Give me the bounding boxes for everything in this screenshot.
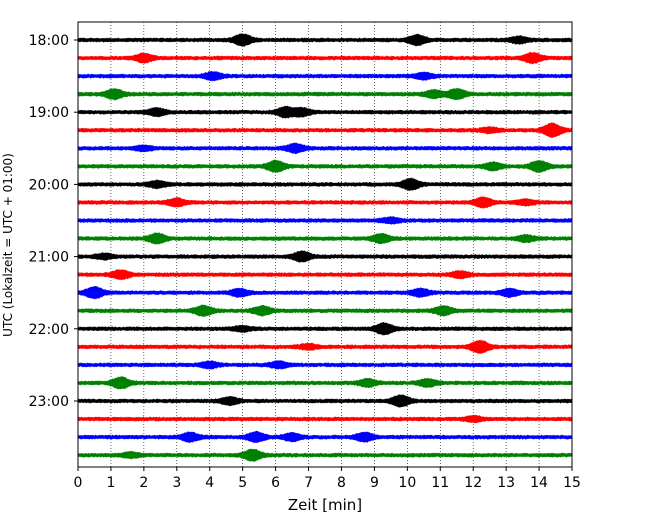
- x-tick-label-15: 15: [563, 475, 581, 491]
- trace-1930: [77, 142, 573, 155]
- trace-1800: [77, 33, 573, 47]
- trace-2045: [77, 232, 573, 245]
- trace-2345: [77, 448, 573, 462]
- x-tick-label-9: 9: [370, 475, 379, 491]
- trace-2000: [77, 177, 573, 192]
- y-tick-label-1800: 18:00: [29, 33, 69, 49]
- trace-2015: [77, 196, 573, 209]
- trace-2100: [77, 250, 573, 263]
- trace-1830: [77, 70, 573, 82]
- trace-1845: [77, 87, 573, 101]
- x-tick-label-4: 4: [205, 475, 214, 491]
- trace-2200: [77, 322, 573, 336]
- trace-1815: [77, 51, 573, 65]
- x-tick-label-0: 0: [74, 475, 83, 491]
- y-axis-ticks: 18:00 19:00 20:00 21:00 22:00 23:00: [29, 33, 78, 410]
- x-tick-label-10: 10: [398, 475, 416, 491]
- x-tick-label-3: 3: [172, 475, 181, 491]
- trace-2130: [77, 286, 573, 300]
- y-tick-label-2200: 22:00: [29, 322, 69, 338]
- x-tick-label-7: 7: [304, 475, 313, 491]
- x-tick-label-1: 1: [106, 475, 115, 491]
- trace-2230: [77, 360, 573, 370]
- trace-2315: [77, 414, 573, 424]
- trace-2030: [77, 216, 573, 225]
- y-axis-title: UTC (Lokalzeit = UTC + 01:00): [1, 153, 15, 337]
- trace-2330: [77, 430, 573, 444]
- y-tick-label-1900: 19:00: [29, 105, 69, 121]
- trace-2300: [77, 394, 573, 408]
- x-tick-label-11: 11: [431, 475, 449, 491]
- y-tick-label-2000: 20:00: [29, 177, 69, 193]
- trace-2215: [77, 339, 573, 354]
- y-tick-label-2100: 21:00: [29, 250, 69, 266]
- x-tick-label-2: 2: [139, 475, 148, 491]
- seismic-traces: [77, 33, 573, 462]
- x-axis-title: Zeit [min]: [288, 496, 362, 514]
- x-tick-label-5: 5: [238, 475, 247, 491]
- trace-1900: [77, 105, 573, 119]
- trace-2145: [77, 304, 573, 317]
- trace-1915: [77, 122, 573, 139]
- x-tick-label-6: 6: [271, 475, 280, 491]
- plot-frame: [77, 21, 573, 468]
- x-tick-label-13: 13: [497, 475, 515, 491]
- x-tick-label-14: 14: [530, 475, 548, 491]
- trace-1945: [77, 159, 573, 173]
- vertical-gridlines: [110, 22, 540, 467]
- x-tick-label-8: 8: [337, 475, 346, 491]
- y-tick-label-2300: 23:00: [29, 394, 69, 410]
- x-axis-ticks: 0 1 2 3 4 5 6 7 8 9 10 11 12 13 14 15: [74, 467, 581, 491]
- trace-2115: [77, 269, 573, 281]
- trace-2245: [77, 376, 573, 390]
- x-tick-label-12: 12: [464, 475, 482, 491]
